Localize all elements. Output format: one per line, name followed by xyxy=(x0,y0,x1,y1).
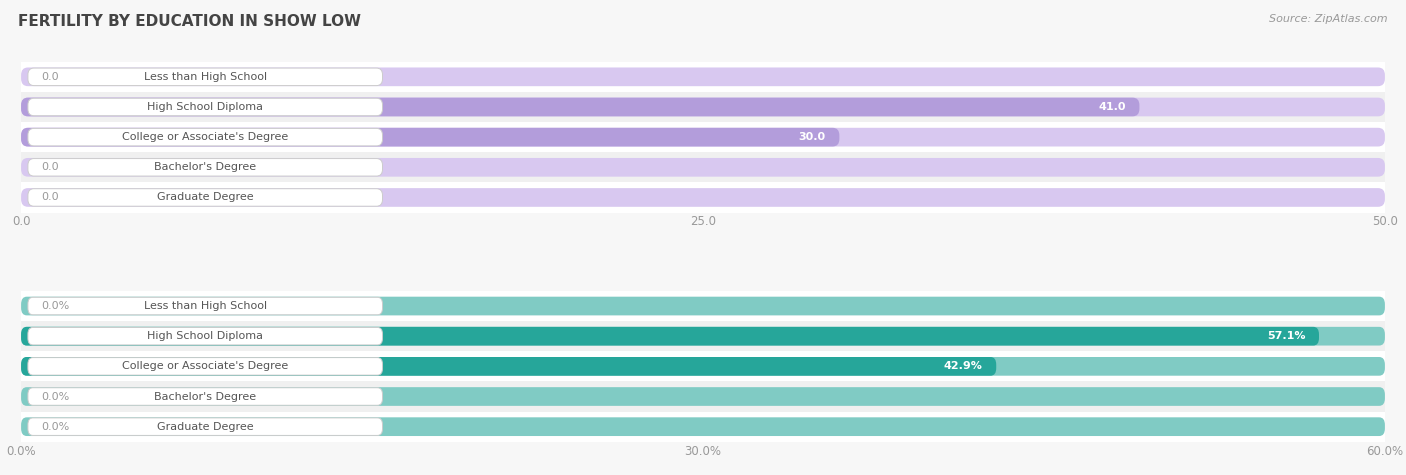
Bar xyxy=(21,412,1385,442)
FancyBboxPatch shape xyxy=(28,418,382,436)
FancyBboxPatch shape xyxy=(21,128,1385,146)
Text: College or Associate's Degree: College or Associate's Degree xyxy=(122,361,288,371)
Bar xyxy=(21,381,1385,412)
Text: Bachelor's Degree: Bachelor's Degree xyxy=(155,162,256,172)
Text: College or Associate's Degree: College or Associate's Degree xyxy=(122,132,288,142)
FancyBboxPatch shape xyxy=(28,388,382,405)
FancyBboxPatch shape xyxy=(21,128,839,146)
Text: 42.9%: 42.9% xyxy=(943,361,983,371)
FancyBboxPatch shape xyxy=(21,297,1385,315)
Text: High School Diploma: High School Diploma xyxy=(148,102,263,112)
Text: Bachelor's Degree: Bachelor's Degree xyxy=(155,391,256,401)
Text: 0.0: 0.0 xyxy=(42,192,59,202)
Text: 30.0: 30.0 xyxy=(799,132,825,142)
Bar xyxy=(21,352,1385,381)
Text: Graduate Degree: Graduate Degree xyxy=(157,422,253,432)
FancyBboxPatch shape xyxy=(21,357,1385,376)
FancyBboxPatch shape xyxy=(28,297,382,315)
Bar xyxy=(21,62,1385,92)
FancyBboxPatch shape xyxy=(21,188,1385,207)
Text: 0.0: 0.0 xyxy=(42,162,59,172)
FancyBboxPatch shape xyxy=(21,98,1139,116)
Text: 41.0: 41.0 xyxy=(1098,102,1126,112)
FancyBboxPatch shape xyxy=(21,418,1385,436)
Text: 57.1%: 57.1% xyxy=(1267,331,1305,341)
Text: 0.0%: 0.0% xyxy=(42,391,70,401)
FancyBboxPatch shape xyxy=(28,128,382,146)
FancyBboxPatch shape xyxy=(28,327,382,345)
Text: 0.0%: 0.0% xyxy=(42,422,70,432)
FancyBboxPatch shape xyxy=(28,159,382,176)
Bar xyxy=(21,122,1385,152)
Bar xyxy=(21,92,1385,122)
FancyBboxPatch shape xyxy=(28,68,382,86)
FancyBboxPatch shape xyxy=(21,357,997,376)
Text: Source: ZipAtlas.com: Source: ZipAtlas.com xyxy=(1270,14,1388,24)
FancyBboxPatch shape xyxy=(21,98,1385,116)
Bar xyxy=(21,291,1385,321)
Text: Less than High School: Less than High School xyxy=(143,72,267,82)
Bar xyxy=(21,321,1385,352)
Text: 0.0: 0.0 xyxy=(42,72,59,82)
Bar xyxy=(21,152,1385,182)
FancyBboxPatch shape xyxy=(21,327,1385,345)
Text: Less than High School: Less than High School xyxy=(143,301,267,311)
FancyBboxPatch shape xyxy=(28,358,382,375)
Bar xyxy=(21,182,1385,212)
FancyBboxPatch shape xyxy=(21,67,1385,86)
FancyBboxPatch shape xyxy=(28,98,382,116)
FancyBboxPatch shape xyxy=(21,158,1385,177)
FancyBboxPatch shape xyxy=(21,387,1385,406)
Text: High School Diploma: High School Diploma xyxy=(148,331,263,341)
Text: Graduate Degree: Graduate Degree xyxy=(157,192,253,202)
Text: FERTILITY BY EDUCATION IN SHOW LOW: FERTILITY BY EDUCATION IN SHOW LOW xyxy=(18,14,361,29)
FancyBboxPatch shape xyxy=(28,189,382,206)
Text: 0.0%: 0.0% xyxy=(42,301,70,311)
FancyBboxPatch shape xyxy=(21,327,1319,345)
